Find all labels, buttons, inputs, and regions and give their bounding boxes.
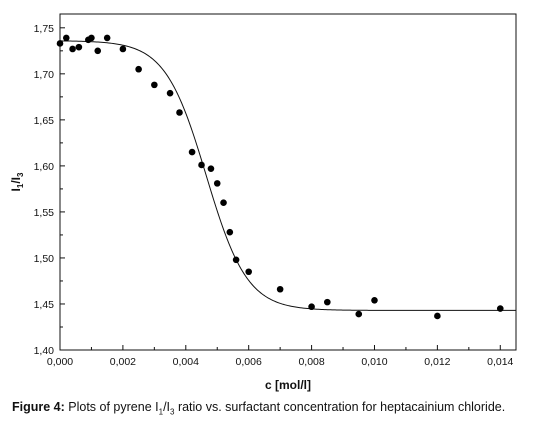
data-point — [308, 303, 315, 311]
x-tick-label: 0,006 — [236, 356, 262, 368]
data-point — [371, 296, 378, 304]
data-point — [226, 228, 234, 236]
y-tick-label: 1,45 — [34, 299, 55, 311]
chart: 0,000 0,002 0,004 0,006 0,008 0,010 0,012 0,014… — [9, 13, 517, 392]
y-tick-label: 1,60 — [34, 161, 55, 173]
caption-text-1: Plots of pyrene I — [64, 400, 159, 414]
y-axis-title-i1: I — [9, 188, 23, 191]
y-tick-label: 1,65 — [34, 115, 55, 127]
y-axis-ticks: 1,40 1,45 1,50 1,55 1,60 1,65 1,70 1,75 — [34, 23, 65, 357]
y-axis-title: I1/I3 — [9, 172, 25, 191]
data-point — [151, 81, 158, 89]
data-point — [496, 305, 504, 312]
data-point — [213, 180, 221, 187]
caption-sub-3: 3 — [170, 407, 175, 417]
x-tick-label: 0,008 — [298, 356, 324, 368]
y-tick-label: 1,40 — [34, 345, 55, 357]
data-point — [56, 40, 64, 47]
y-axis-title-sep: / — [9, 180, 23, 184]
data-point — [207, 165, 215, 172]
data-point — [135, 65, 142, 73]
x-axis-ticks: 0,000 0,002 0,004 0,006 0,008 0,010 0,012 0,014 — [47, 345, 514, 368]
caption-sub-1: 1 — [158, 407, 164, 417]
data-point — [176, 109, 183, 116]
data-point — [69, 45, 76, 53]
data-point — [166, 89, 174, 97]
data-point — [434, 312, 441, 320]
data-point — [355, 310, 363, 318]
y-axis-title-i3: I — [9, 177, 23, 180]
y-tick-label: 1,50 — [34, 253, 55, 265]
data-point — [75, 43, 83, 51]
data-point — [103, 34, 111, 42]
y-tick-label: 1,70 — [34, 69, 55, 81]
x-tick-label: 0,002 — [110, 356, 136, 368]
x-tick-label: 0,000 — [47, 356, 73, 368]
y-tick-label: 1,75 — [34, 23, 55, 35]
caption-text-2: /I — [163, 400, 171, 414]
data-point — [88, 34, 95, 42]
data-point — [245, 268, 252, 276]
data-point — [276, 285, 284, 293]
x-tick-label: 0,004 — [173, 356, 199, 368]
y-axis-title-sub1: 1 — [16, 183, 25, 188]
x-tick-label: 0,012 — [424, 356, 450, 368]
data-point — [119, 45, 127, 53]
data-point — [62, 34, 70, 42]
data-point — [94, 47, 102, 55]
y-axis-title-sub3: 3 — [16, 172, 25, 177]
data-point — [188, 148, 196, 156]
plot-frame — [59, 13, 517, 351]
caption-text-3: ratio vs. surfactant concentration for h… — [174, 400, 506, 414]
data-point — [220, 199, 227, 207]
x-tick-label: 0,014 — [487, 356, 513, 368]
fit-curve-line — [59, 40, 516, 311]
data-point — [232, 256, 240, 264]
x-axis-title: c [mol/l] — [265, 378, 311, 392]
figure-caption: Figure 4: Plots of pyrene I1/I3 ratio vs… — [12, 399, 527, 421]
data-points — [56, 34, 504, 320]
x-tick-label: 0,010 — [361, 356, 387, 368]
y-tick-label: 1,55 — [34, 207, 55, 219]
data-point — [198, 161, 205, 169]
caption-label: Figure 4: — [12, 400, 65, 414]
data-point — [324, 298, 331, 306]
